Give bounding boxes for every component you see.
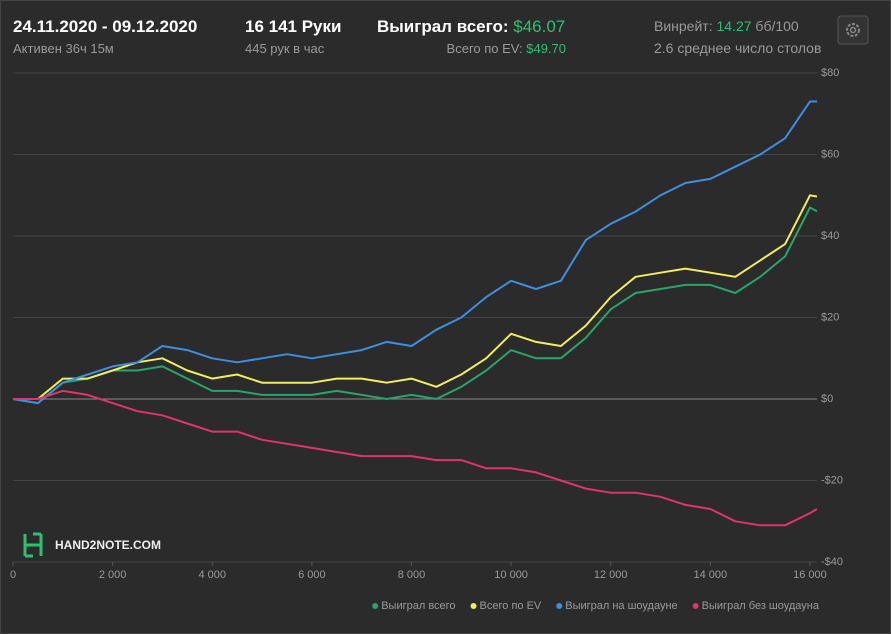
ev-value: $49.70	[526, 41, 566, 56]
series-line	[13, 389, 818, 527]
legend-dot	[470, 603, 477, 609]
legend-label: Выиграл всего	[381, 600, 455, 612]
winrate-unit: бб/100	[755, 18, 799, 34]
y-tick-label: -$20	[821, 474, 843, 486]
logo: HAND2NOTE.COM	[23, 532, 161, 558]
y-tick-label: $0	[821, 393, 833, 405]
x-tick-label: 16 000	[793, 569, 827, 581]
legend-item: Выиграл на шоудауне	[556, 600, 678, 612]
y-tick-label: $40	[821, 230, 839, 242]
active: Активен 36ч 15м	[13, 41, 114, 56]
winrate: Винрейт: 14.27 бб/100	[654, 18, 799, 34]
legend-dot	[372, 603, 379, 609]
x-tick-label: 14 000	[694, 569, 728, 581]
hands: 16 141 Руки	[245, 17, 342, 36]
y-tick-label: $80	[821, 67, 839, 79]
x-tick-label: 6 000	[298, 569, 326, 581]
ev-label: Всего по EV:	[446, 41, 523, 56]
legend-item: Выиграл без шоудауна	[692, 600, 820, 612]
x-tick-label: 8 000	[398, 569, 426, 581]
won-total: Выиграл всего: $46.07	[377, 17, 565, 37]
tables: 2.6 среднее число столов	[654, 40, 822, 56]
x-tick-label: 12 000	[594, 569, 628, 581]
hands-per-hour: 445 рук в час	[245, 41, 325, 56]
y-tick-label: -$40	[821, 556, 843, 568]
x-tick-label: 0	[10, 569, 16, 581]
legend-item: Выиграл всего	[372, 600, 456, 612]
legend-item: Всего по EV	[470, 600, 542, 612]
legend-label: Всего по EV	[480, 600, 542, 612]
won-value: $46.07	[513, 17, 566, 36]
legend-dot	[556, 603, 563, 609]
winrate-label: Винрейт:	[654, 18, 713, 34]
winrate-value: 14.27	[716, 18, 752, 34]
ev-total: Всего по EV: $49.70	[447, 41, 566, 56]
y-tick-label: $20	[821, 311, 839, 323]
series-line	[13, 194, 818, 400]
dates: 24.11.2020 - 09.12.2020	[13, 17, 198, 36]
legend-label: Выиграл на шоудауне	[565, 600, 677, 612]
won-label: Выиграл всего:	[377, 17, 509, 36]
x-tick-label: 2 000	[99, 569, 127, 581]
x-tick-label: 10 000	[494, 569, 528, 581]
legend-dot	[692, 603, 699, 609]
legend-label: Выиграл без шоудауна	[702, 600, 820, 612]
series-line	[12, 206, 818, 405]
logo-text: HAND2NOTE.COM	[55, 538, 161, 552]
settings-button[interactable]	[837, 15, 869, 45]
series-line	[12, 100, 817, 405]
legend: Выиграл всего Всего по EV Выиграл на шоуда…	[372, 600, 820, 612]
x-tick-label: 4 000	[198, 569, 226, 581]
y-tick-label: $60	[821, 148, 839, 160]
